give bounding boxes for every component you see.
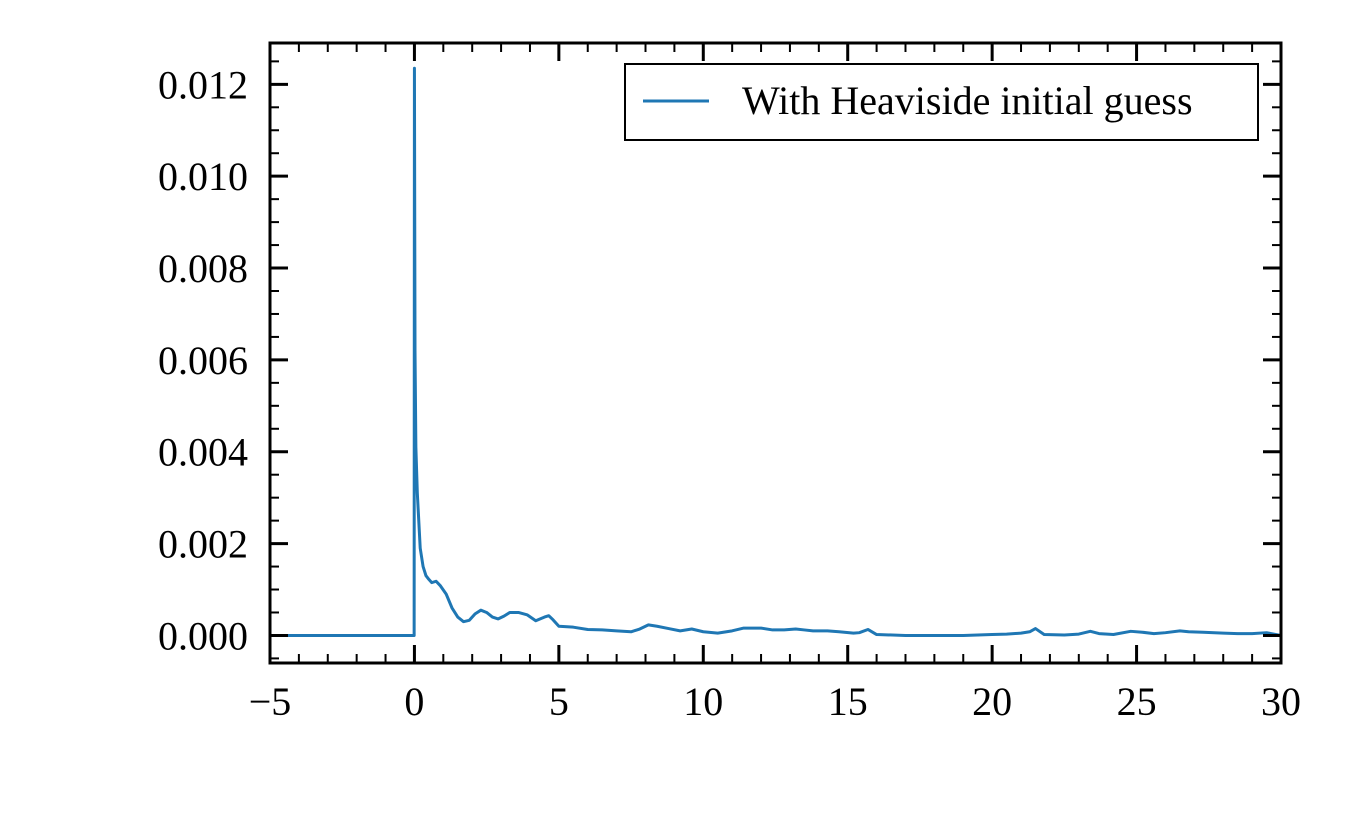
series-line-0 xyxy=(270,66,1282,637)
axis-ticks xyxy=(268,43,1283,663)
legend: With Heaviside initial guess xyxy=(624,63,1259,141)
y-tick-label: 0.006 xyxy=(158,338,248,383)
x-tick-label: 5 xyxy=(549,679,569,724)
x-tick-label: 10 xyxy=(683,679,723,724)
x-tick-label: 25 xyxy=(1117,679,1157,724)
x-tick-label: 15 xyxy=(828,679,868,724)
y-tick-label: 0.004 xyxy=(158,430,248,475)
x-tick-label: 30 xyxy=(1261,679,1301,724)
y-tick-label: 0.008 xyxy=(158,246,248,291)
y-tick-label: 0.002 xyxy=(158,522,248,567)
y-tick-label: 0.000 xyxy=(158,613,248,658)
x-tick-label: −5 xyxy=(249,679,292,724)
legend-label: With Heaviside initial guess xyxy=(742,78,1193,123)
y-tick-label: 0.010 xyxy=(158,154,248,199)
y-tick-label: 0.012 xyxy=(158,62,248,107)
plot-area xyxy=(268,41,1283,665)
x-tick-label: 20 xyxy=(972,679,1012,724)
axes-frame xyxy=(268,41,1283,665)
legend-box xyxy=(624,63,1259,141)
x-tick-label: 0 xyxy=(404,679,424,724)
tick-labels: −5 0 5 10 15 20 25 30 0.000 0.002 0.004 0.006 0.008 0… xyxy=(158,62,1301,724)
